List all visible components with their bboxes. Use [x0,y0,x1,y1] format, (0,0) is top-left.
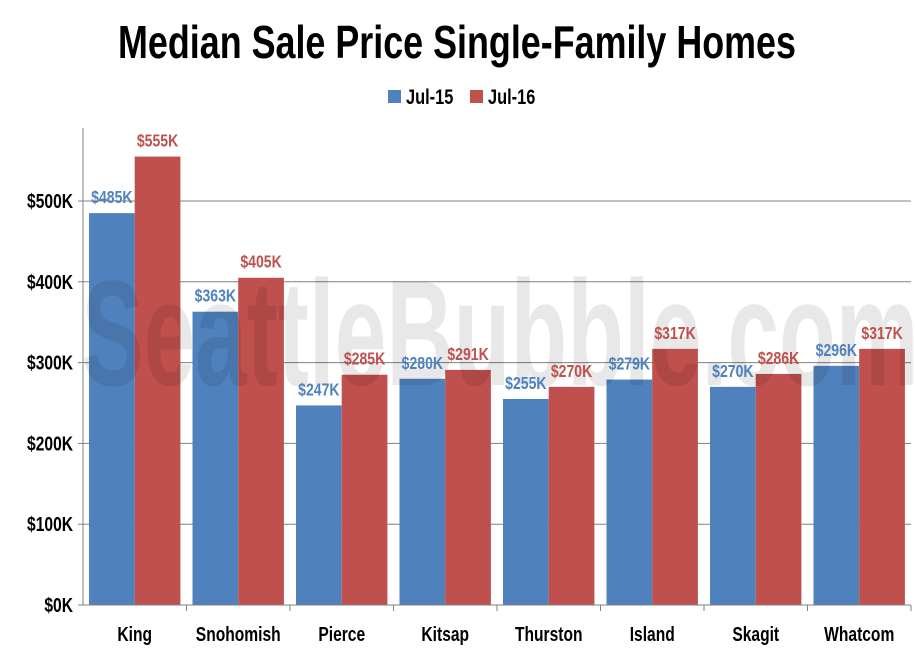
x-tick-label: Skagit [732,623,779,645]
bar-jul-16-king [134,156,181,605]
x-tick-label: King [117,623,152,645]
data-label: $555K [137,131,179,151]
bar-jul-15-thurston [503,398,549,605]
data-label: $279K [609,354,651,374]
data-label: $270K [551,361,593,381]
bar-jul-16-thurston [548,386,595,605]
chart-title: Median Sale Price Single-Family Homes [118,17,796,68]
bar-jul-16-island [652,348,698,605]
bar-jul-15-kitsap [399,378,446,605]
y-tick-label: $300K [27,352,73,374]
data-label: $485K [91,188,133,208]
bar-jul-15-whatcom [813,365,860,605]
data-label: $317K [861,323,903,343]
data-label: $296K [816,340,858,360]
x-tick-label: Snohomish [196,623,281,645]
bar-jul-16-kitsap [445,369,491,605]
data-label: $317K [654,323,696,343]
data-label: $280K [402,353,444,373]
data-label: $270K [712,361,754,381]
x-tick-label: Thurston [515,623,583,645]
legend-swatch-jul-15 [388,90,401,103]
data-label: $405K [240,252,282,272]
x-tick-label: Island [630,623,675,645]
legend-swatch-jul-16 [470,90,483,103]
data-label: $255K [505,373,547,393]
x-tick-label: Pierce [318,623,365,645]
y-tick-label: $0K [44,594,73,616]
data-labels: $485K $555K $363K$405K $247K$285K $280K $291K… [91,131,903,400]
axes: $0K $100K $200K $300K $400K $500K King Snohomis… [27,128,912,645]
y-tick-label: $400K [27,271,73,293]
y-tick-label: $500K [27,190,73,212]
data-label: $285K [344,349,386,369]
bar-jul-16-skagit [755,373,802,605]
legend-label: Jul-16 [488,85,535,108]
x-tick-label: Kitsap [421,623,469,645]
bar-jul-15-pierce [296,405,342,605]
data-label: $286K [758,348,800,368]
data-label: $291K [447,344,489,364]
bars [89,156,905,605]
bar-jul-15-snohomish [192,311,239,605]
legend-label: Jul-15 [406,85,453,108]
legend: Jul-15 Jul-16 [388,85,535,108]
data-label: $363K [195,286,237,306]
watermark: SeattleBubble.com [81,250,915,417]
bar-jul-16-pierce [341,374,388,605]
x-tick-label: Whatcom [824,623,894,645]
bar-jul-15-island [606,379,653,605]
bar-jul-15-king [89,213,135,605]
data-label: $247K [298,380,340,400]
y-tick-label: $200K [27,433,73,455]
bar-jul-16-snohomish [238,277,284,605]
bar-jul-15-skagit [710,386,756,605]
bar-jul-16-whatcom [859,348,905,605]
y-tick-label: $100K [27,513,73,535]
